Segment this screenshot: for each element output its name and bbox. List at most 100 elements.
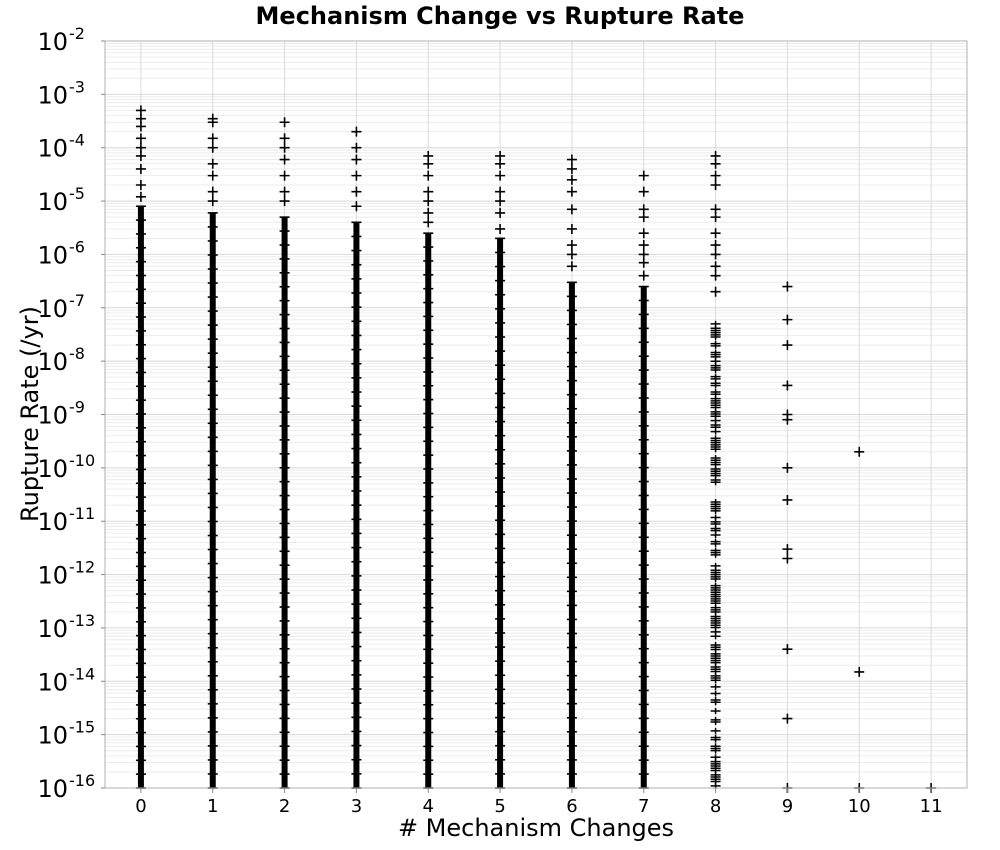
x-tick-label: 9 xyxy=(782,796,793,817)
y-tick-label: 10 xyxy=(37,348,68,376)
data-point xyxy=(710,382,721,389)
data-point xyxy=(710,428,721,435)
data-point xyxy=(135,163,146,174)
data-point xyxy=(566,154,577,165)
data-point xyxy=(710,540,721,547)
y-tick-exponent: -6 xyxy=(69,237,85,256)
data-point xyxy=(710,719,721,726)
data-point xyxy=(710,576,721,583)
y-tick-label: 10 xyxy=(37,615,68,643)
data-point xyxy=(782,713,793,724)
y-axis-label: Rupture Rate (/yr) xyxy=(16,306,44,522)
y-tick-label: 10 xyxy=(37,668,68,696)
data-point xyxy=(782,414,793,425)
data-point xyxy=(495,158,506,169)
data-point xyxy=(351,154,362,165)
dense-point-column xyxy=(209,212,216,789)
data-point xyxy=(638,240,649,251)
data-point xyxy=(710,736,721,743)
data-point xyxy=(638,170,649,181)
data-point xyxy=(135,121,146,132)
data-point xyxy=(279,170,290,181)
y-tick-label: 10 xyxy=(37,188,68,216)
y-tick-exponent: -3 xyxy=(69,77,85,96)
data-point xyxy=(566,163,577,174)
data-point xyxy=(710,334,721,341)
data-point xyxy=(710,228,721,239)
y-tick-label: 10 xyxy=(37,722,68,750)
y-tick-label: 10 xyxy=(37,135,68,163)
data-point xyxy=(566,240,577,251)
y-tick-label: 10 xyxy=(37,455,68,483)
x-tick-label: 3 xyxy=(351,796,362,817)
data-point xyxy=(423,207,434,218)
y-tick-exponent: -4 xyxy=(69,131,85,150)
data-point xyxy=(495,196,506,207)
y-tick-label: 10 xyxy=(37,241,68,269)
y-tick-exponent: -7 xyxy=(69,291,85,310)
data-point xyxy=(423,158,434,169)
data-point xyxy=(566,186,577,197)
y-tick-exponent: -15 xyxy=(69,718,95,737)
grid-layer xyxy=(105,41,967,789)
data-point xyxy=(638,257,649,268)
data-point xyxy=(782,544,793,555)
data-point xyxy=(638,270,649,281)
data-point xyxy=(207,133,218,144)
data-point xyxy=(351,142,362,153)
data-point xyxy=(566,174,577,185)
y-tick-label: 10 xyxy=(37,775,68,803)
data-point xyxy=(710,747,721,754)
x-axis-label: # Mechanism Changes xyxy=(397,814,675,842)
y-tick-exponent: -10 xyxy=(69,451,95,470)
data-point xyxy=(710,690,721,697)
dense-point-column xyxy=(497,238,504,789)
data-point xyxy=(566,249,577,260)
data-point xyxy=(207,117,218,128)
data-point xyxy=(782,314,793,325)
data-point xyxy=(710,170,721,181)
data-point xyxy=(710,708,721,715)
data-point xyxy=(710,532,721,539)
y-tick-label: 10 xyxy=(37,28,68,56)
data-point xyxy=(854,446,865,457)
data-point xyxy=(207,186,218,197)
data-point xyxy=(135,180,146,191)
data-point xyxy=(135,150,146,161)
data-point xyxy=(782,644,793,655)
data-point xyxy=(638,186,649,197)
y-tick-exponent: -14 xyxy=(69,664,95,683)
data-point xyxy=(495,207,506,218)
x-tick-label: 7 xyxy=(638,796,649,817)
data-point xyxy=(710,727,721,734)
x-tick-label: 0 xyxy=(135,796,146,817)
data-point xyxy=(782,340,793,351)
x-tick-label: 2 xyxy=(279,796,290,817)
data-point xyxy=(710,367,721,374)
data-point xyxy=(710,212,721,223)
y-tick-label: 10 xyxy=(37,81,68,109)
data-point xyxy=(495,186,506,197)
data-point xyxy=(351,186,362,197)
data-point xyxy=(207,170,218,181)
data-point xyxy=(710,240,721,251)
data-point xyxy=(710,249,721,260)
data-point xyxy=(495,223,506,234)
data-point xyxy=(638,212,649,223)
chart-title: Mechanism Change vs Rupture Rate xyxy=(255,2,745,30)
data-point xyxy=(710,342,721,349)
data-point xyxy=(279,133,290,144)
data-point xyxy=(710,683,721,690)
data-point xyxy=(351,170,362,181)
data-point xyxy=(207,158,218,169)
x-tick-label: 11 xyxy=(920,796,943,817)
data-point xyxy=(710,158,721,169)
data-point xyxy=(710,677,721,684)
y-tick-exponent: -5 xyxy=(69,184,85,203)
data-point xyxy=(351,126,362,137)
data-point xyxy=(638,228,649,239)
x-tick-label: 10 xyxy=(848,796,871,817)
data-point xyxy=(279,142,290,153)
